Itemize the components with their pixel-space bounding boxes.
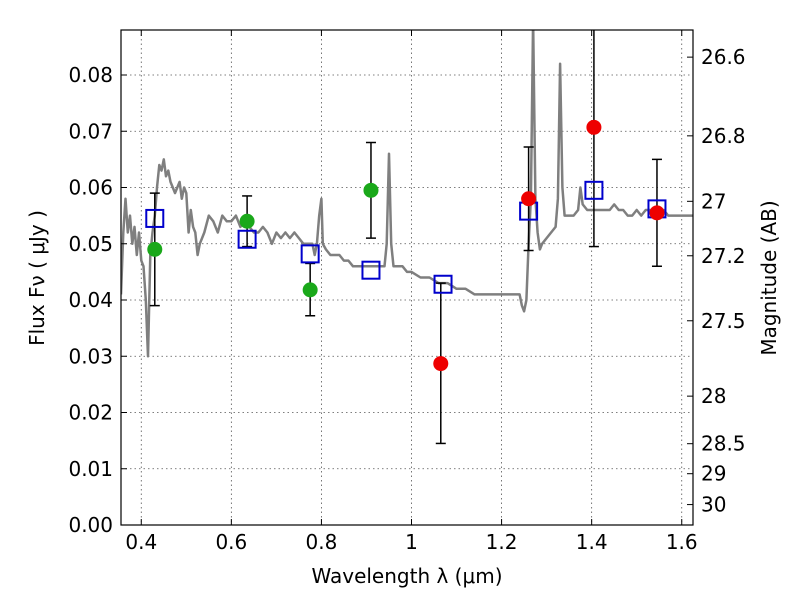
model-photometry-square [433, 274, 453, 294]
right-tick-label: 26.8 [701, 124, 746, 148]
right-tick-label: 27 [701, 189, 726, 213]
x-tick-label: 1.2 [486, 530, 518, 554]
x-tick-label: 1.4 [576, 530, 608, 554]
y-tick-label: 0.06 [68, 176, 113, 200]
observed-point [586, 119, 602, 135]
model-photometry-square [237, 229, 257, 249]
x-tick-label: 1 [405, 530, 418, 554]
model-photometry-square [145, 208, 165, 228]
y-axis-label: Flux Fν ( μJy ) [25, 210, 49, 346]
x-tick-label: 0.6 [215, 530, 247, 554]
observed-point [649, 205, 665, 221]
spectrum-layer [121, 30, 693, 358]
observed-point [363, 182, 379, 198]
y-tick-label: 0.04 [68, 288, 113, 312]
y-axis-right-label: Magnitude (AB) [757, 200, 781, 355]
y-tick-label: 0.00 [68, 513, 113, 537]
plot-frame [120, 29, 694, 526]
x-tick-label: 0.8 [306, 530, 338, 554]
observed-point-layer [147, 119, 665, 372]
y-tick-label: 0.08 [68, 63, 113, 87]
observed-point [433, 356, 449, 372]
observed-point [302, 282, 318, 298]
y-tick-label: 0.03 [68, 344, 113, 368]
right-tick-label: 26.6 [701, 45, 746, 69]
observed-point [239, 213, 255, 229]
y-tick-label: 0.01 [68, 457, 113, 481]
right-tick-label: 30 [701, 493, 726, 517]
observed-point [521, 191, 537, 207]
y-tick-label: 0.02 [68, 401, 113, 425]
x-axis-label: Wavelength λ (μm) [311, 564, 502, 588]
model-spectrum-line [121, 30, 693, 358]
right-tick-label: 28.5 [701, 432, 746, 456]
grid-lines [121, 30, 693, 525]
plot-background [121, 30, 693, 525]
right-tick-label: 28 [701, 384, 726, 408]
y-tick-label: 0.05 [68, 232, 113, 256]
observed-point [147, 241, 163, 257]
model-photometry-square [584, 180, 604, 200]
right-tick-label: 29 [701, 462, 726, 486]
y-tick-label: 0.07 [68, 119, 113, 143]
model-photometry-square [300, 244, 320, 264]
x-tick-label: 1.6 [666, 530, 698, 554]
right-tick-label: 27.5 [701, 309, 746, 333]
tick-layer: 0.4 0.6 0.8 1 1.2 1.4 1.6 0.00 0.01 0.02 0.03 0.04 0… [68, 30, 746, 554]
right-tick-label: 27.2 [701, 244, 746, 268]
model-photometry-square [361, 260, 381, 280]
x-tick-label: 0.4 [125, 530, 157, 554]
